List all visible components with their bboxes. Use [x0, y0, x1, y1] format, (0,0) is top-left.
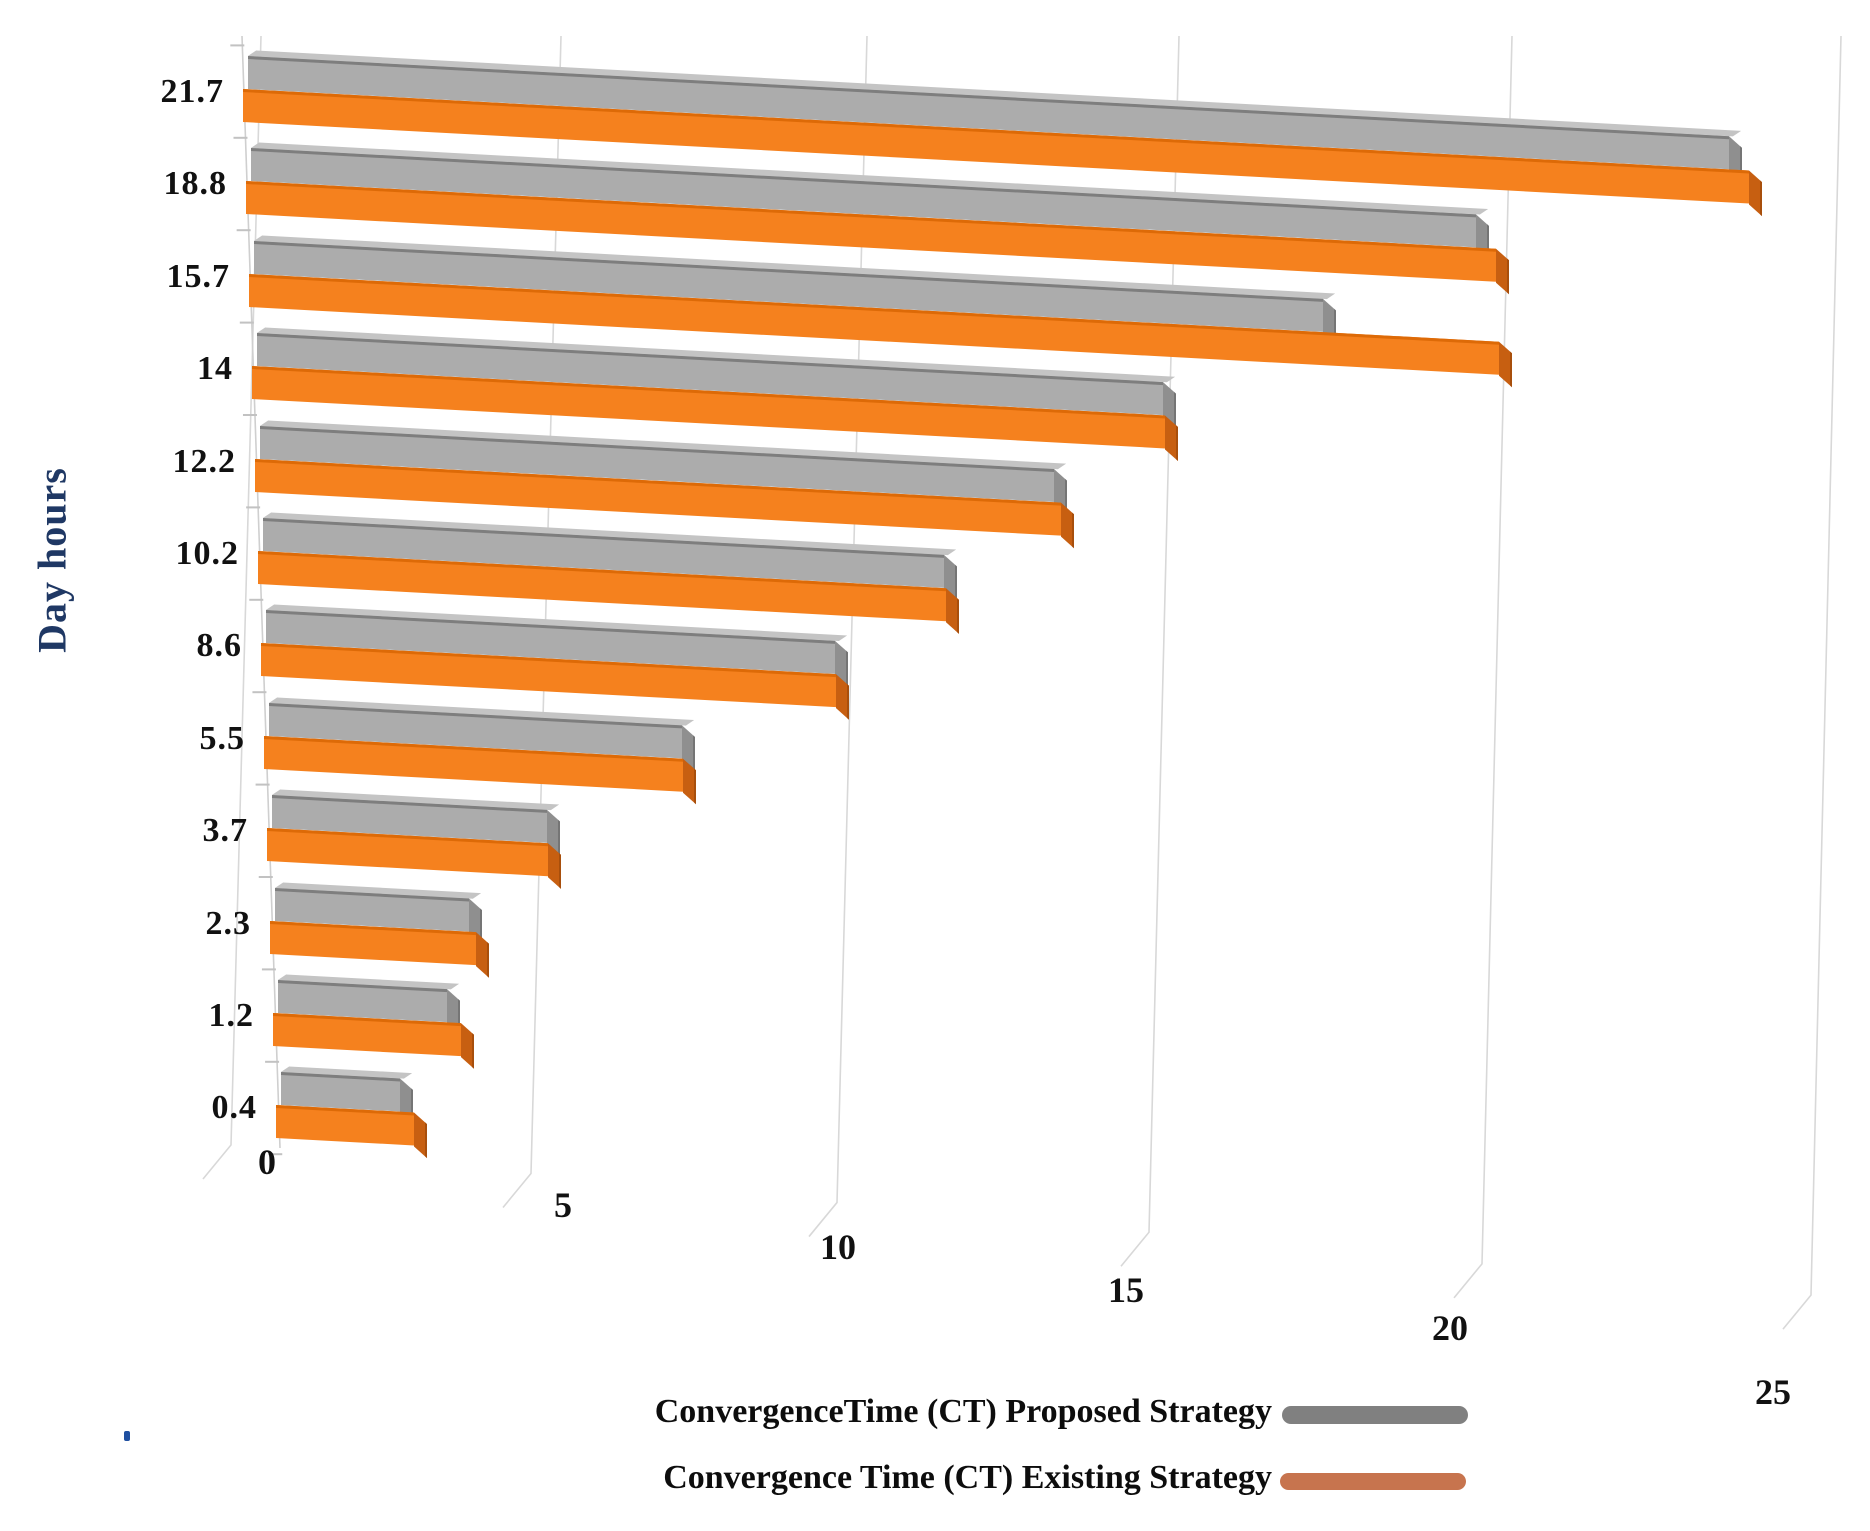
- y-axis-line: [241, 35, 281, 1149]
- x-tick-label-10: 10: [820, 1227, 856, 1267]
- category-label-18.8: 18.8: [163, 165, 227, 203]
- category-label-21.7: 21.7: [160, 73, 224, 110]
- legend-swatch-existing-icon: [1280, 1473, 1466, 1490]
- category-label-12.2: 12.2: [172, 442, 236, 480]
- stray-mark: [124, 1431, 130, 1441]
- category-label-5.5: 5.5: [199, 719, 245, 757]
- category-label-10.2: 10.2: [175, 535, 239, 572]
- legend-label-existing: Convergence Time (CT) Existing Strategy: [663, 1459, 1272, 1496]
- category-label-2.3: 2.3: [205, 904, 251, 942]
- gridline-20: [1453, 35, 1513, 1299]
- legend-item-existing: Convergence Time (CT) Existing Strategy: [0, 1459, 1272, 1497]
- legend-swatch-proposed-icon: [1282, 1406, 1468, 1424]
- legend-label-proposed: ConvergenceTime (CT) Proposed Strategy: [654, 1393, 1272, 1430]
- category-label-15.7: 15.7: [166, 257, 230, 295]
- x-tick-label-0: 0: [258, 1142, 276, 1182]
- legend-item-proposed: ConvergenceTime (CT) Proposed Strategy: [0, 1393, 1272, 1431]
- category-label-8.6: 8.6: [196, 627, 242, 665]
- x-tick-label-15: 15: [1108, 1270, 1144, 1310]
- x-tick-label-20: 20: [1432, 1308, 1468, 1348]
- gridline-25: [1782, 35, 1842, 1330]
- category-label-14: 14: [197, 350, 233, 388]
- gridline-0: [202, 35, 262, 1180]
- category-label-1.2: 1.2: [208, 997, 254, 1034]
- category-label-0.4: 0.4: [211, 1089, 257, 1127]
- x-tick-label-25: 25: [1755, 1372, 1791, 1412]
- x-tick-label-5: 5: [554, 1185, 572, 1225]
- category-label-3.7: 3.7: [202, 812, 248, 850]
